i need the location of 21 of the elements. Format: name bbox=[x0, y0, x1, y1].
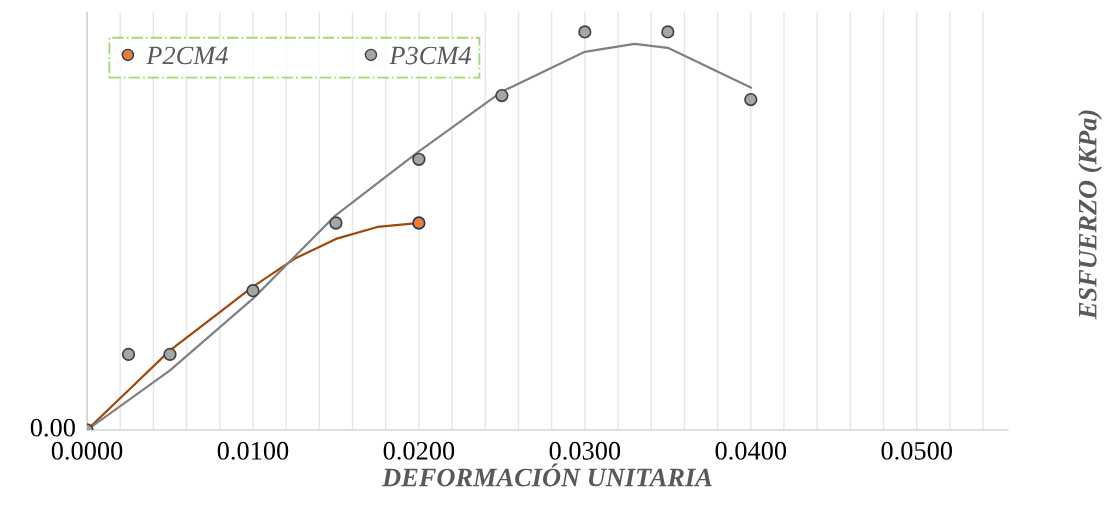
x-tick-label: 0.0300 bbox=[549, 441, 621, 460]
point bbox=[246, 284, 260, 298]
x-tick-label: 0.0400 bbox=[715, 441, 787, 460]
text: 0.00 bbox=[30, 418, 75, 437]
x-axis-title: DEFORMACIÓN UNITARIA bbox=[381, 463, 712, 487]
x-tick-label: 0.0500 bbox=[881, 441, 953, 460]
point bbox=[412, 216, 426, 230]
point bbox=[329, 216, 343, 230]
x-tick-label: 0.0200 bbox=[383, 441, 455, 460]
point bbox=[121, 347, 136, 362]
legend-label: P3CM4 bbox=[389, 46, 471, 65]
x-tick-label: 0.0100 bbox=[217, 441, 289, 460]
point bbox=[412, 152, 426, 166]
point bbox=[163, 347, 177, 362]
point bbox=[744, 92, 758, 107]
point bbox=[495, 88, 509, 103]
legend-label: P2CM4 bbox=[146, 46, 228, 65]
x-tick-label: 0.0000 bbox=[51, 441, 123, 460]
point bbox=[661, 25, 675, 39]
y-axis-title: ESFUERZO (KPa) bbox=[1078, 110, 1102, 320]
point bbox=[578, 25, 592, 39]
